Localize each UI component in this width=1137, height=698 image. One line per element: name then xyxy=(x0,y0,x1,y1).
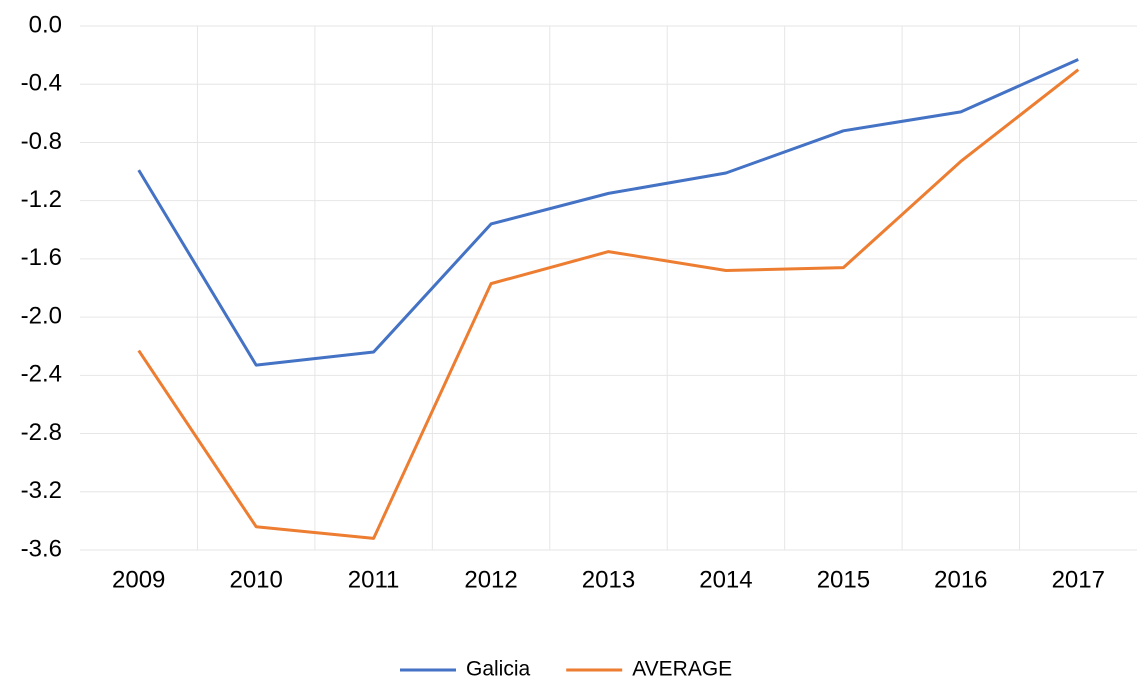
y-tick-label: -0.4 xyxy=(21,70,62,97)
y-tick-label: -3.6 xyxy=(21,535,62,562)
y-tick-label: -1.6 xyxy=(21,244,62,271)
x-tick-label: 2010 xyxy=(229,566,282,593)
legend-label: AVERAGE xyxy=(632,658,732,681)
x-tick-label: 2014 xyxy=(699,566,752,593)
legend-label: Galicia xyxy=(466,658,531,681)
x-tick-label: 2015 xyxy=(817,566,870,593)
x-tick-label: 2011 xyxy=(348,566,400,593)
x-tick-label: 2017 xyxy=(1052,566,1105,593)
series-line xyxy=(137,58,1079,367)
x-tick-label: 2012 xyxy=(464,566,517,593)
y-tick-label: -1.2 xyxy=(21,186,62,213)
x-tick-label: 2009 xyxy=(112,566,165,593)
y-tick-label: -0.8 xyxy=(21,128,62,155)
x-tick-label: 2013 xyxy=(582,566,635,593)
y-tick-label: 0.0 xyxy=(29,11,62,38)
y-tick-label: -3.2 xyxy=(21,477,62,504)
y-tick-label: -2.4 xyxy=(21,361,62,388)
y-tick-label: -2.8 xyxy=(21,419,62,446)
series-line xyxy=(137,68,1080,540)
y-tick-label: -2.0 xyxy=(21,302,62,329)
x-tick-label: 2016 xyxy=(934,566,987,593)
